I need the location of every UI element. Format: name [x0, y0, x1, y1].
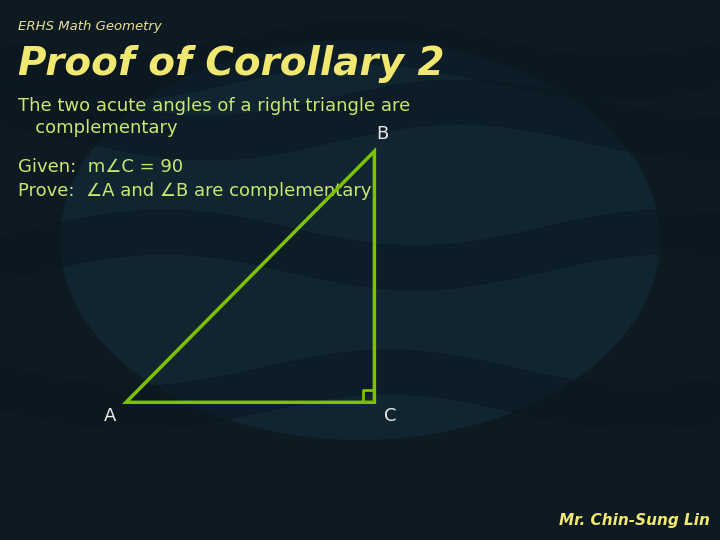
Text: ERHS Math Geometry: ERHS Math Geometry — [18, 20, 162, 33]
Ellipse shape — [60, 40, 660, 440]
Text: Proof of Corollary 2: Proof of Corollary 2 — [18, 45, 444, 83]
Text: Mr. Chin-Sung Lin: Mr. Chin-Sung Lin — [559, 513, 710, 528]
Text: B: B — [377, 125, 389, 143]
Text: A: A — [104, 407, 116, 426]
Text: The two acute angles of a right triangle are: The two acute angles of a right triangle… — [18, 97, 410, 115]
Text: Prove:  ∠A and ∠B are complementary: Prove: ∠A and ∠B are complementary — [18, 182, 372, 200]
Text: complementary: complementary — [18, 119, 178, 137]
Text: Given:  m∠C = 90: Given: m∠C = 90 — [18, 158, 183, 176]
Text: C: C — [384, 407, 397, 426]
